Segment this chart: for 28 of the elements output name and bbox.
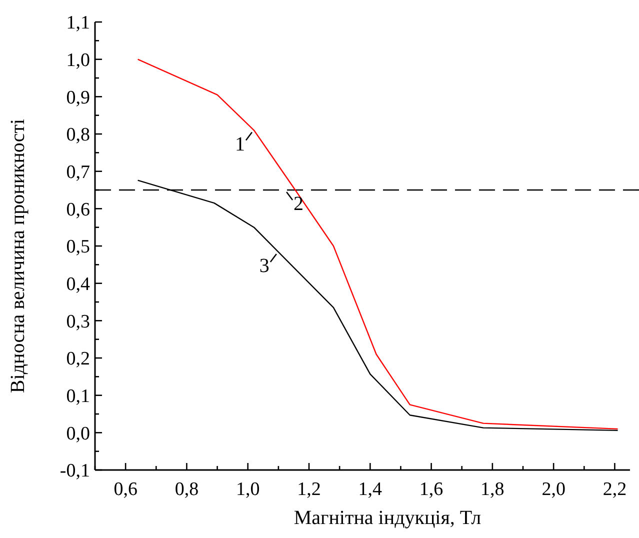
y-tick-label: 0,6 [66,199,90,220]
x-tick-label: 1,6 [419,479,444,500]
y-tick-label: 0,1 [66,386,90,407]
annotation: 3 [259,254,270,277]
y-tick-label: -0,1 [60,460,90,482]
y-tick-label: 1,0 [66,50,90,71]
x-axis-title: Магнітна індукція, Тл [294,507,482,529]
x-tick-label: 0,6 [114,479,138,500]
y-tick-label: 0,9 [66,87,90,108]
annotation: 1 [234,133,245,156]
x-tick-label: 0,8 [174,479,199,500]
y-tick-label: 0,3 [66,311,90,332]
y-tick-label: 1,1 [66,12,90,34]
y-tick-label: 0,7 [66,162,90,183]
annotation: 2 [294,193,304,215]
y-tick-label: 0,5 [66,236,90,258]
y-axis-title: Відносна величина проникності [7,118,29,394]
y-tick-label: 0,2 [66,348,90,370]
x-tick-label: 1,4 [358,479,383,500]
y-tick-label: 0,0 [66,423,90,444]
x-tick-label: 1,8 [480,479,504,500]
x-tick-label: 2,0 [542,479,566,500]
x-tick-label: 1,2 [297,479,321,500]
line-series [137,58,618,430]
y-tick-label: 0,8 [66,124,90,146]
x-tick-label: 1,0 [236,479,260,500]
y-tick-label: 0,4 [66,274,90,295]
x-tick-label: 2,2 [602,479,627,500]
